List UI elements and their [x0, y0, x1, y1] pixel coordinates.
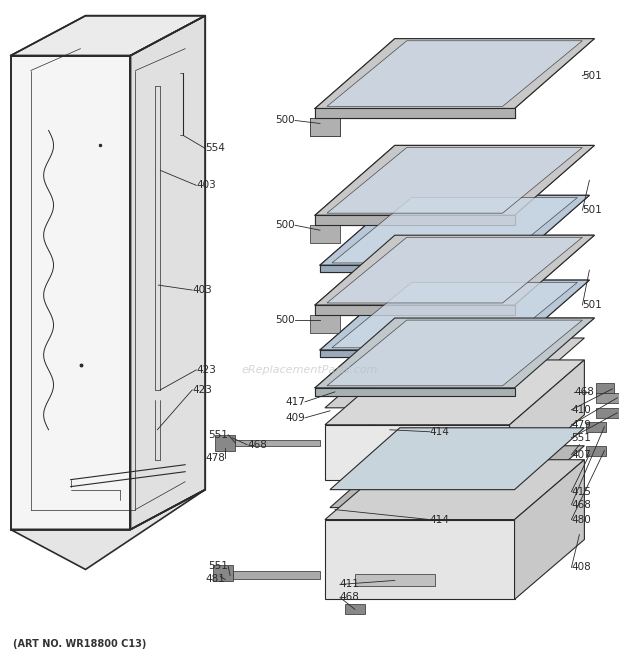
Polygon shape: [596, 383, 614, 394]
Polygon shape: [325, 520, 515, 600]
Text: 479: 479: [572, 420, 591, 430]
Text: 501: 501: [582, 206, 602, 215]
Text: 423: 423: [197, 365, 216, 375]
Polygon shape: [230, 440, 320, 446]
Text: 414: 414: [430, 427, 450, 437]
Polygon shape: [315, 305, 515, 315]
Text: 468: 468: [574, 387, 595, 397]
Polygon shape: [130, 16, 205, 529]
Text: 415: 415: [572, 486, 591, 496]
Polygon shape: [327, 320, 582, 386]
Polygon shape: [327, 41, 582, 106]
Polygon shape: [315, 318, 595, 388]
Text: eReplacementParts.com: eReplacementParts.com: [242, 365, 378, 375]
Text: 411: 411: [340, 580, 360, 590]
Polygon shape: [325, 425, 510, 480]
Polygon shape: [315, 38, 595, 108]
Polygon shape: [327, 147, 582, 213]
Text: 551: 551: [208, 561, 228, 572]
Polygon shape: [315, 108, 515, 118]
Text: 410: 410: [572, 405, 591, 415]
Text: 468: 468: [340, 592, 360, 602]
Text: 551: 551: [572, 433, 591, 443]
Polygon shape: [310, 118, 340, 136]
Text: 468: 468: [247, 440, 267, 449]
Text: 501: 501: [582, 71, 602, 81]
Text: 403: 403: [192, 285, 212, 295]
Text: 480: 480: [572, 514, 591, 525]
Polygon shape: [315, 235, 595, 305]
Text: 407: 407: [572, 449, 591, 459]
Text: 500: 500: [275, 315, 295, 325]
Polygon shape: [355, 574, 435, 586]
Polygon shape: [320, 280, 590, 350]
Polygon shape: [325, 338, 585, 408]
Text: 468: 468: [572, 500, 591, 510]
Text: 551: 551: [208, 430, 228, 440]
Polygon shape: [320, 350, 510, 357]
Polygon shape: [330, 428, 585, 490]
Polygon shape: [310, 225, 340, 243]
Polygon shape: [213, 565, 233, 582]
Polygon shape: [320, 265, 510, 272]
Polygon shape: [325, 459, 585, 520]
Polygon shape: [596, 393, 619, 403]
Polygon shape: [325, 360, 585, 425]
Text: 403: 403: [197, 180, 216, 190]
Text: 500: 500: [275, 116, 295, 126]
Polygon shape: [11, 16, 205, 56]
Polygon shape: [587, 422, 606, 432]
Text: 501: 501: [582, 300, 602, 310]
Text: 408: 408: [572, 563, 591, 572]
Polygon shape: [225, 572, 320, 580]
Polygon shape: [596, 408, 619, 418]
Text: 478: 478: [205, 453, 225, 463]
Polygon shape: [315, 145, 595, 215]
Text: (ART NO. WR18800 C13): (ART NO. WR18800 C13): [12, 639, 146, 649]
Polygon shape: [320, 195, 590, 265]
Polygon shape: [587, 446, 606, 455]
Polygon shape: [345, 604, 365, 614]
Text: 423: 423: [192, 385, 212, 395]
Polygon shape: [332, 198, 577, 263]
Polygon shape: [327, 237, 582, 303]
Text: 500: 500: [275, 220, 295, 230]
Polygon shape: [310, 315, 340, 333]
Polygon shape: [515, 459, 585, 600]
Text: 481: 481: [205, 574, 225, 584]
Polygon shape: [215, 435, 235, 451]
Polygon shape: [315, 388, 515, 396]
Polygon shape: [332, 282, 577, 348]
Polygon shape: [11, 56, 130, 529]
Polygon shape: [510, 360, 585, 480]
Text: 409: 409: [285, 413, 305, 423]
Text: 414: 414: [430, 514, 450, 525]
Text: 554: 554: [205, 143, 225, 153]
Polygon shape: [11, 490, 205, 570]
Polygon shape: [330, 446, 585, 508]
Polygon shape: [315, 215, 515, 225]
Text: 417: 417: [285, 397, 305, 407]
